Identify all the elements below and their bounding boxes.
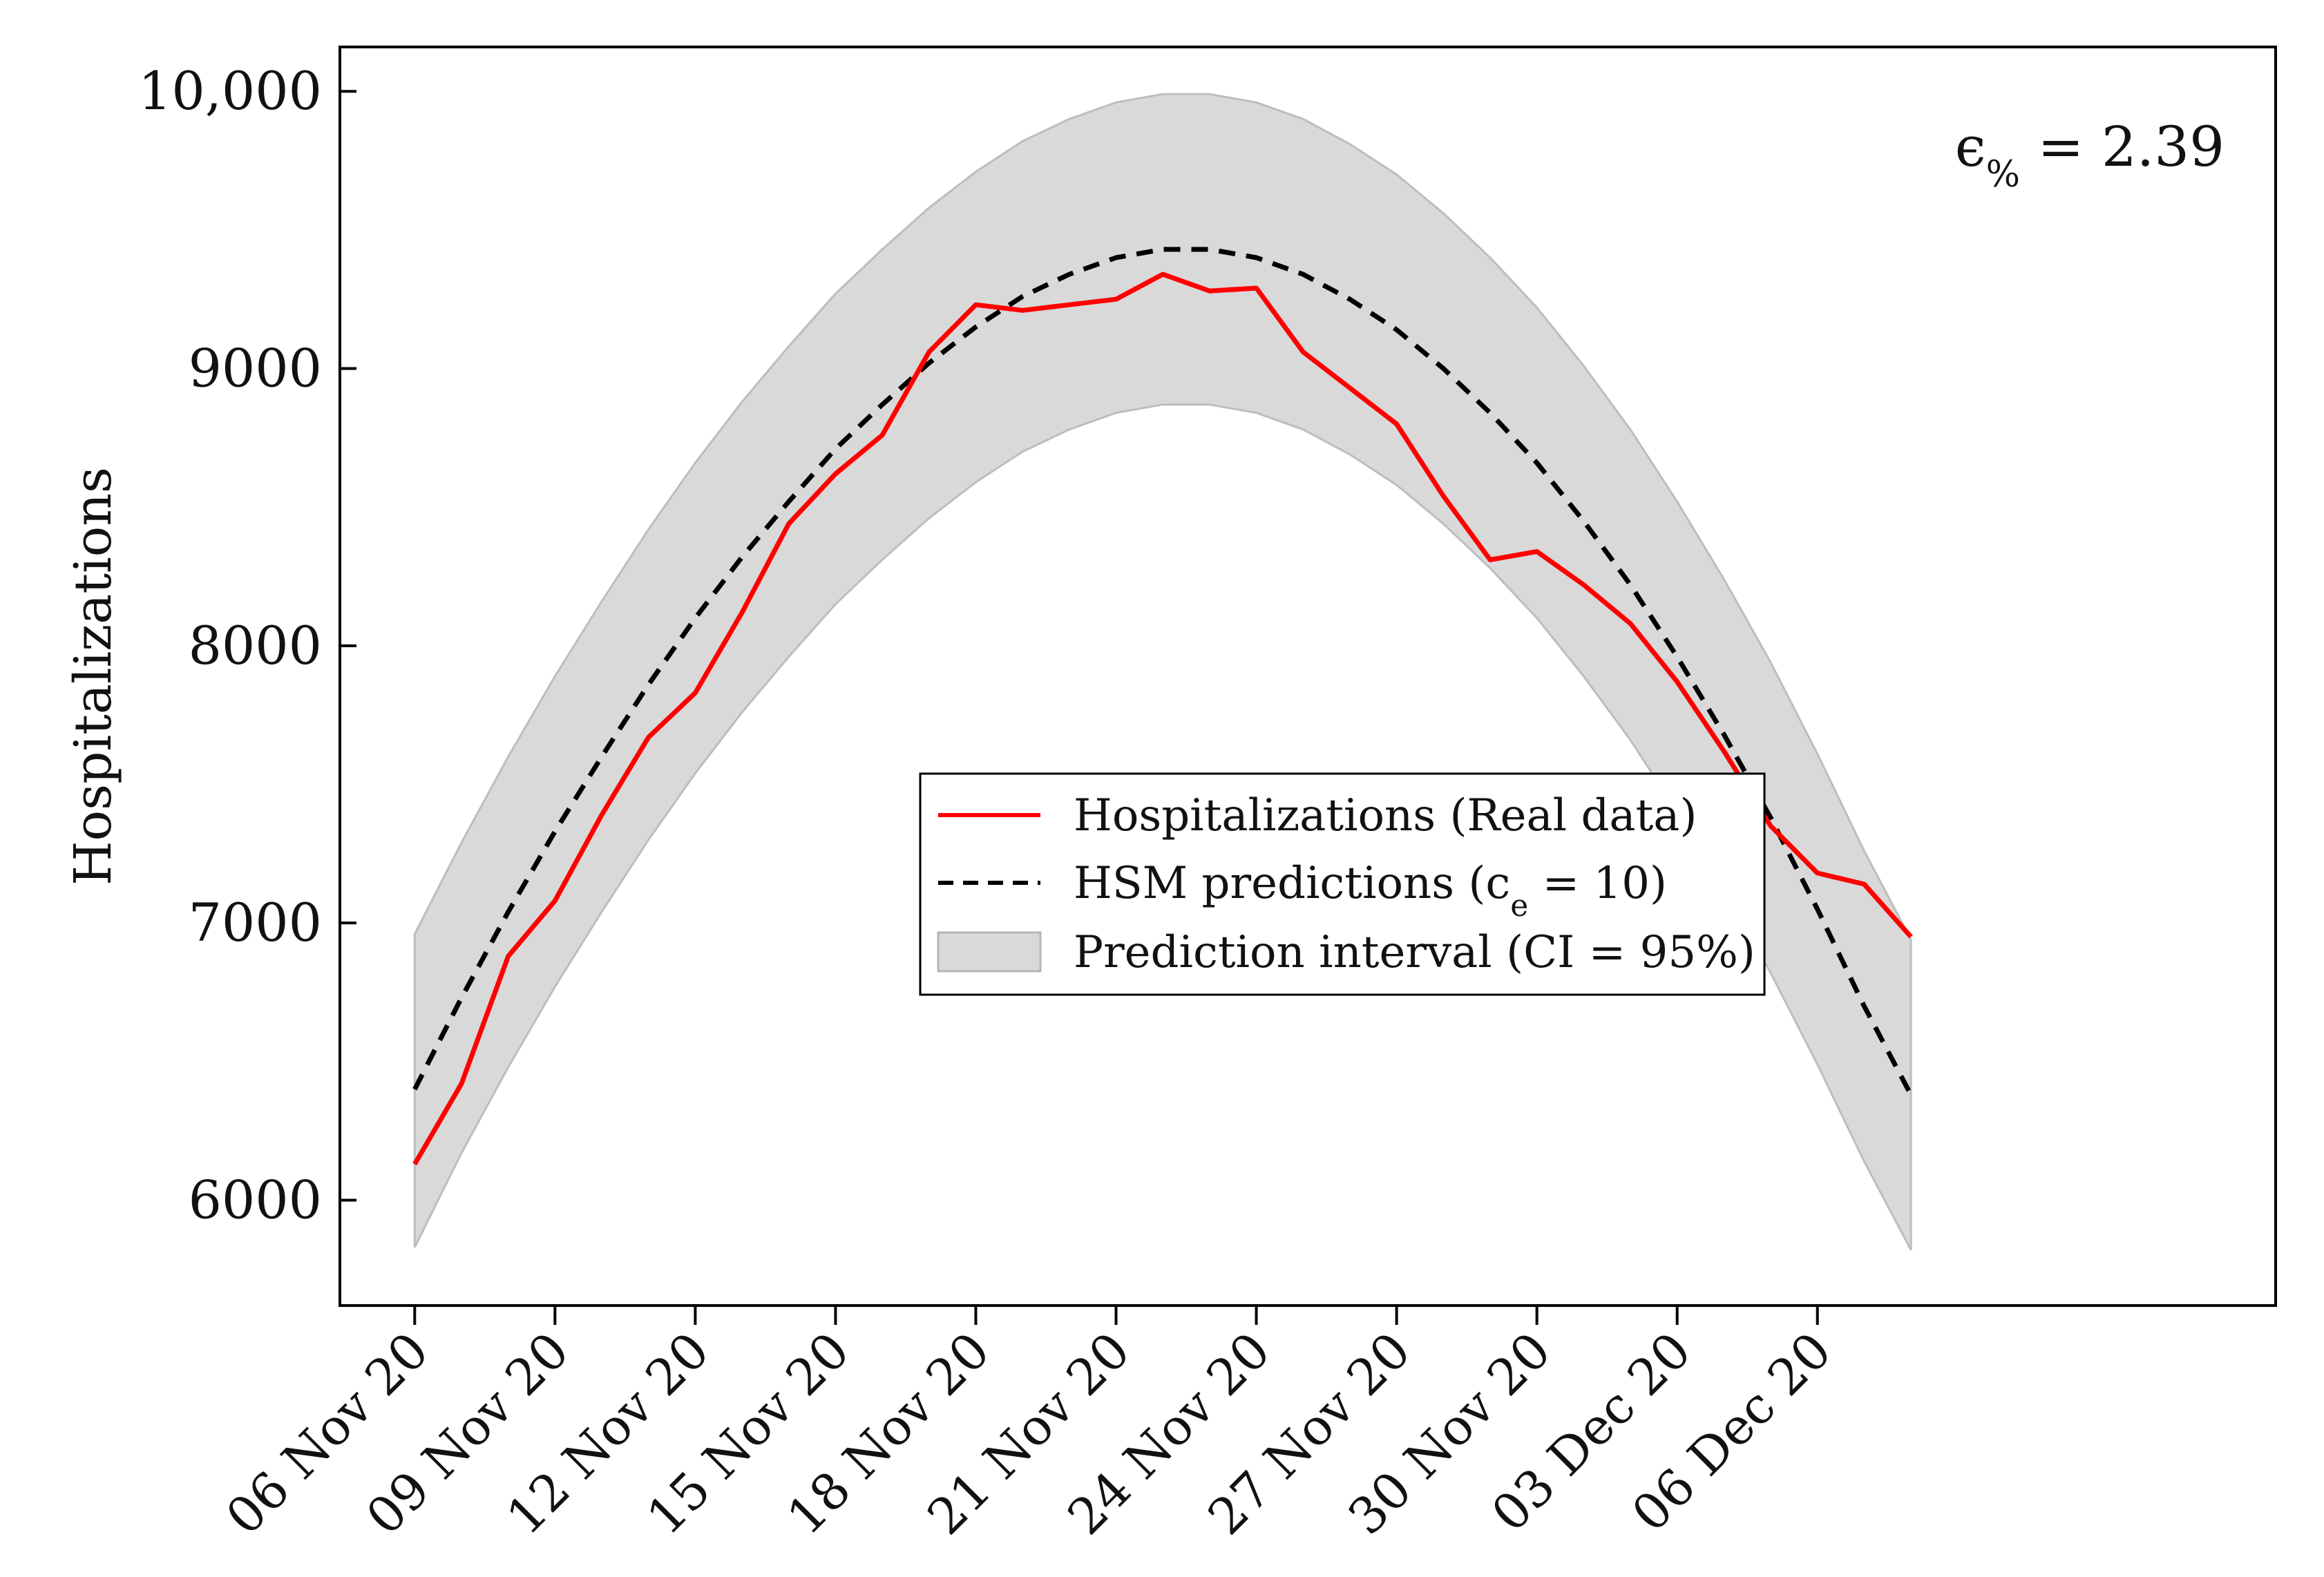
y-tick-label-1: 7000 [189,892,322,953]
legend-label-hsm-suffix: = 10) [1528,858,1667,909]
y-tick-label-4: 10,000 [138,60,322,122]
prediction-band-layer [413,93,1912,1251]
y-tick-label-0: 6000 [189,1169,322,1230]
legend-label-real-data: Hospitalizations (Real data) [1074,790,1697,841]
legend-label-hsm-main: HSM predictions (c [1074,858,1510,909]
y-axis-title: Hospitalizations [64,467,123,886]
series-line-real-data [412,271,1913,1166]
epsilon-subscript: % [1986,154,2020,195]
legend-box [919,772,1766,996]
epsilon-value: = 2.39 [2020,115,2225,179]
legend-label-hsm: HSM predictions (ce = 10) [1074,858,1667,924]
plot-frame [339,46,2277,1307]
legend: Hospitalizations (Real data) HSM predict… [919,772,1766,996]
legend-swatch-interval [937,931,1042,973]
y-axis-ticks: 6000 7000 8000 9000 10,000 [138,60,356,1230]
series-lines-layer [412,247,1914,1166]
error-annotation: ϵ% = 2.39 [1955,115,2225,195]
legend-label-hsm-sub: e [1510,888,1528,924]
legend-label-interval: Prediction interval (CI = 95%) [1074,927,1755,978]
y-tick-label-3: 9000 [189,338,322,399]
y-tick-label-2: 8000 [189,615,322,676]
prediction-interval-band [413,93,1912,1251]
epsilon-symbol: ϵ [1955,115,1986,179]
